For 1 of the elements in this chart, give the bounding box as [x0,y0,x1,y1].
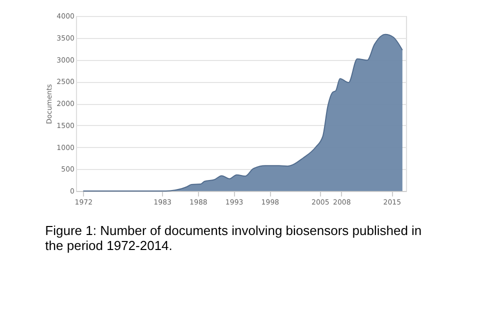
caption: Figure 1: Number of documents involving biosensors published in the period 1972-2014. [45,223,422,253]
